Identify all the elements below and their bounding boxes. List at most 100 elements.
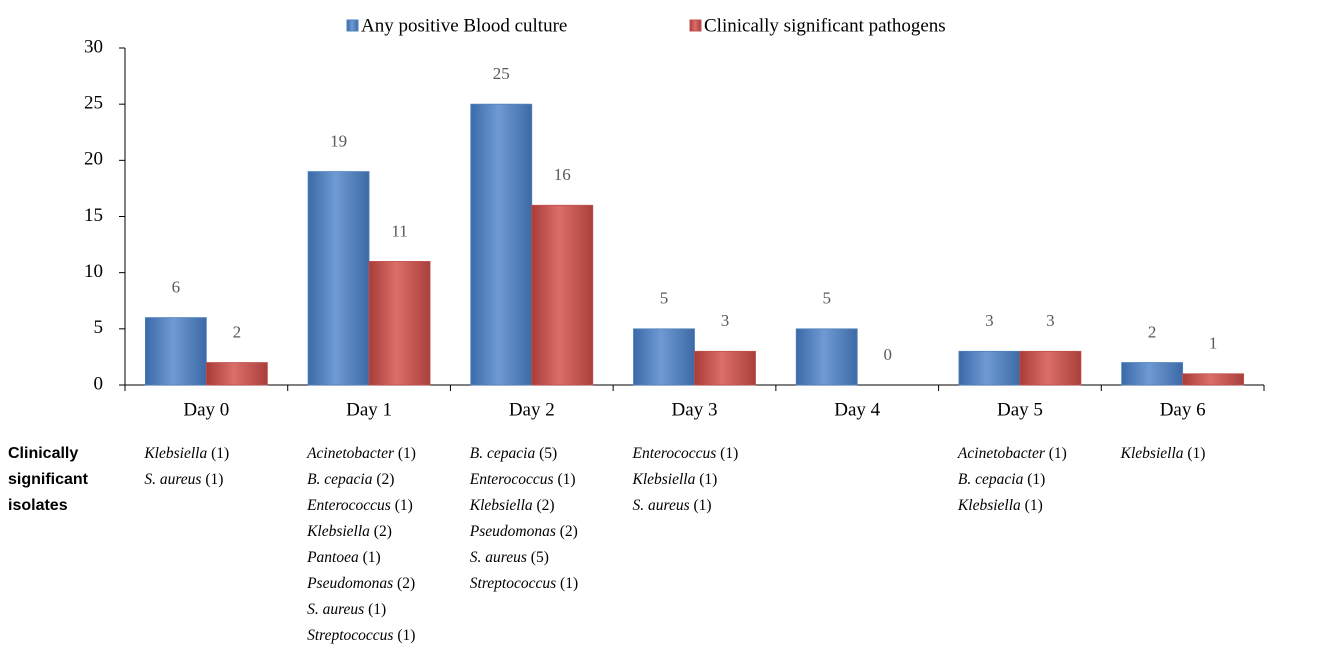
row-label: Clinically significant isolates bbox=[8, 445, 89, 514]
data-label: 5 bbox=[822, 289, 831, 308]
isolate-count: (2) bbox=[397, 575, 416, 592]
isolate-count: (1) bbox=[699, 471, 718, 488]
isolate-count: (1) bbox=[205, 471, 224, 488]
isolate: Streptococcus (1) bbox=[307, 623, 416, 649]
organism: S. aureus bbox=[632, 497, 690, 514]
isolate-count: (1) bbox=[720, 445, 739, 462]
isolate-list: Klebsiella (1) bbox=[1121, 441, 1206, 467]
bar bbox=[958, 350, 1021, 386]
legend-label: Clinically significant pathogens bbox=[704, 15, 946, 36]
data-label: 25 bbox=[493, 64, 510, 83]
organism: Klebsiella bbox=[957, 497, 1021, 514]
organism: B. cepacia bbox=[307, 471, 373, 488]
y-tick-label: 0 bbox=[94, 373, 104, 394]
isolate: S. aureus (5) bbox=[470, 545, 578, 571]
organism: Pseudomonas bbox=[469, 523, 556, 540]
data-label: 0 bbox=[883, 345, 892, 364]
organism: Pantoea bbox=[307, 549, 359, 566]
organism: S. aureus bbox=[469, 549, 527, 566]
isolate-list: Klebsiella (1) S. aureus (1) bbox=[144, 441, 229, 493]
isolate: Streptococcus (1) bbox=[470, 571, 578, 597]
data-label: 3 bbox=[985, 311, 994, 330]
legend-swatch bbox=[346, 19, 359, 32]
isolate-count: (1) bbox=[693, 497, 712, 514]
isolate: Enterococcus (1) bbox=[307, 493, 416, 519]
isolate-count: (1) bbox=[1024, 497, 1043, 514]
organism: Klebsiella bbox=[144, 445, 208, 462]
x-tick-label: Day 1 bbox=[346, 399, 392, 420]
isolate-count: (5) bbox=[530, 549, 549, 566]
isolate: S. aureus (1) bbox=[633, 493, 739, 519]
x-tick-label: Day 5 bbox=[997, 399, 1043, 420]
isolate: Pantoea (1) bbox=[307, 545, 416, 571]
organism: Acinetobacter bbox=[307, 445, 395, 462]
organism: Streptococcus bbox=[469, 575, 557, 592]
data-label: 2 bbox=[233, 322, 242, 341]
isolate-count: (1) bbox=[211, 445, 230, 462]
isolate-count: (1) bbox=[1048, 445, 1067, 462]
organism: B. cepacia bbox=[957, 471, 1024, 488]
x-tick-label: Day 3 bbox=[672, 399, 718, 420]
isolate: Acinetobacter (1) bbox=[307, 441, 416, 467]
isolate: Klebsiella (2) bbox=[307, 519, 416, 545]
bar bbox=[795, 328, 858, 386]
organism: Klebsiella bbox=[469, 497, 533, 514]
isolate: B. cepacia (1) bbox=[958, 467, 1067, 493]
y-tick-label: 25 bbox=[84, 93, 103, 114]
bar bbox=[1182, 373, 1245, 386]
isolate-count: (1) bbox=[362, 549, 381, 566]
isolate-list: Acinetobacter (1) B. cepacia (1) Klebsiell… bbox=[958, 441, 1067, 519]
organism: Acinetobacter bbox=[957, 445, 1045, 462]
isolate: Enterococcus (1) bbox=[470, 467, 578, 493]
isolate: B. cepacia (5) bbox=[470, 441, 578, 467]
bar bbox=[694, 350, 756, 386]
y-tick-label: 30 bbox=[84, 36, 103, 57]
bar bbox=[1019, 350, 1082, 386]
isolate-count: (2) bbox=[376, 471, 395, 488]
isolate: Klebsiella (1) bbox=[144, 441, 229, 467]
organism: Klebsiella bbox=[1120, 445, 1184, 462]
isolate-count: (1) bbox=[397, 445, 416, 462]
isolate: Pseudomonas (2) bbox=[307, 571, 416, 597]
isolate: Pseudomonas (2) bbox=[470, 519, 578, 545]
isolate-count: (2) bbox=[373, 523, 392, 540]
organism: S. aureus bbox=[144, 471, 202, 488]
bar bbox=[633, 328, 695, 386]
isolate: Klebsiella (2) bbox=[470, 493, 578, 519]
data-label: 3 bbox=[721, 311, 730, 330]
isolate-count: (1) bbox=[394, 497, 413, 514]
organism: B. cepacia bbox=[469, 445, 536, 462]
data-label: 19 bbox=[330, 131, 347, 150]
isolate: Enterococcus (1) bbox=[633, 441, 739, 467]
organism: Enterococcus bbox=[307, 497, 391, 514]
data-label: 1 bbox=[1209, 334, 1218, 353]
organism: Enterococcus bbox=[469, 471, 554, 488]
x-tick-label: Day 0 bbox=[183, 399, 229, 420]
bar bbox=[205, 362, 268, 386]
organism: Enterococcus bbox=[632, 445, 717, 462]
data-label: 5 bbox=[660, 289, 669, 308]
isolate-count: (1) bbox=[1027, 471, 1046, 488]
isolate-count: (1) bbox=[397, 627, 416, 644]
bar bbox=[531, 204, 594, 386]
bar bbox=[307, 171, 370, 386]
y-tick-label: 20 bbox=[84, 149, 103, 170]
x-tick-label: Day 2 bbox=[509, 399, 555, 420]
isolate-list: B. cepacia (5) Enterococcus (1) Klebsiella… bbox=[470, 441, 578, 597]
bar bbox=[1121, 362, 1184, 386]
legend-swatch bbox=[689, 19, 702, 32]
isolate-count: (5) bbox=[539, 445, 558, 462]
bar bbox=[470, 103, 533, 386]
isolate-count: (1) bbox=[557, 471, 576, 488]
isolate: B. cepacia (2) bbox=[307, 467, 416, 493]
isolate: Klebsiella (1) bbox=[633, 467, 739, 493]
data-label: 3 bbox=[1046, 311, 1055, 330]
organism: Streptococcus bbox=[307, 627, 394, 644]
organism: Klebsiella bbox=[307, 523, 370, 540]
isolate-count: (2) bbox=[559, 523, 578, 540]
isolate: S. aureus (1) bbox=[307, 597, 416, 623]
organism: Pseudomonas bbox=[307, 575, 394, 592]
bar bbox=[144, 317, 207, 386]
y-tick-label: 5 bbox=[94, 317, 104, 338]
